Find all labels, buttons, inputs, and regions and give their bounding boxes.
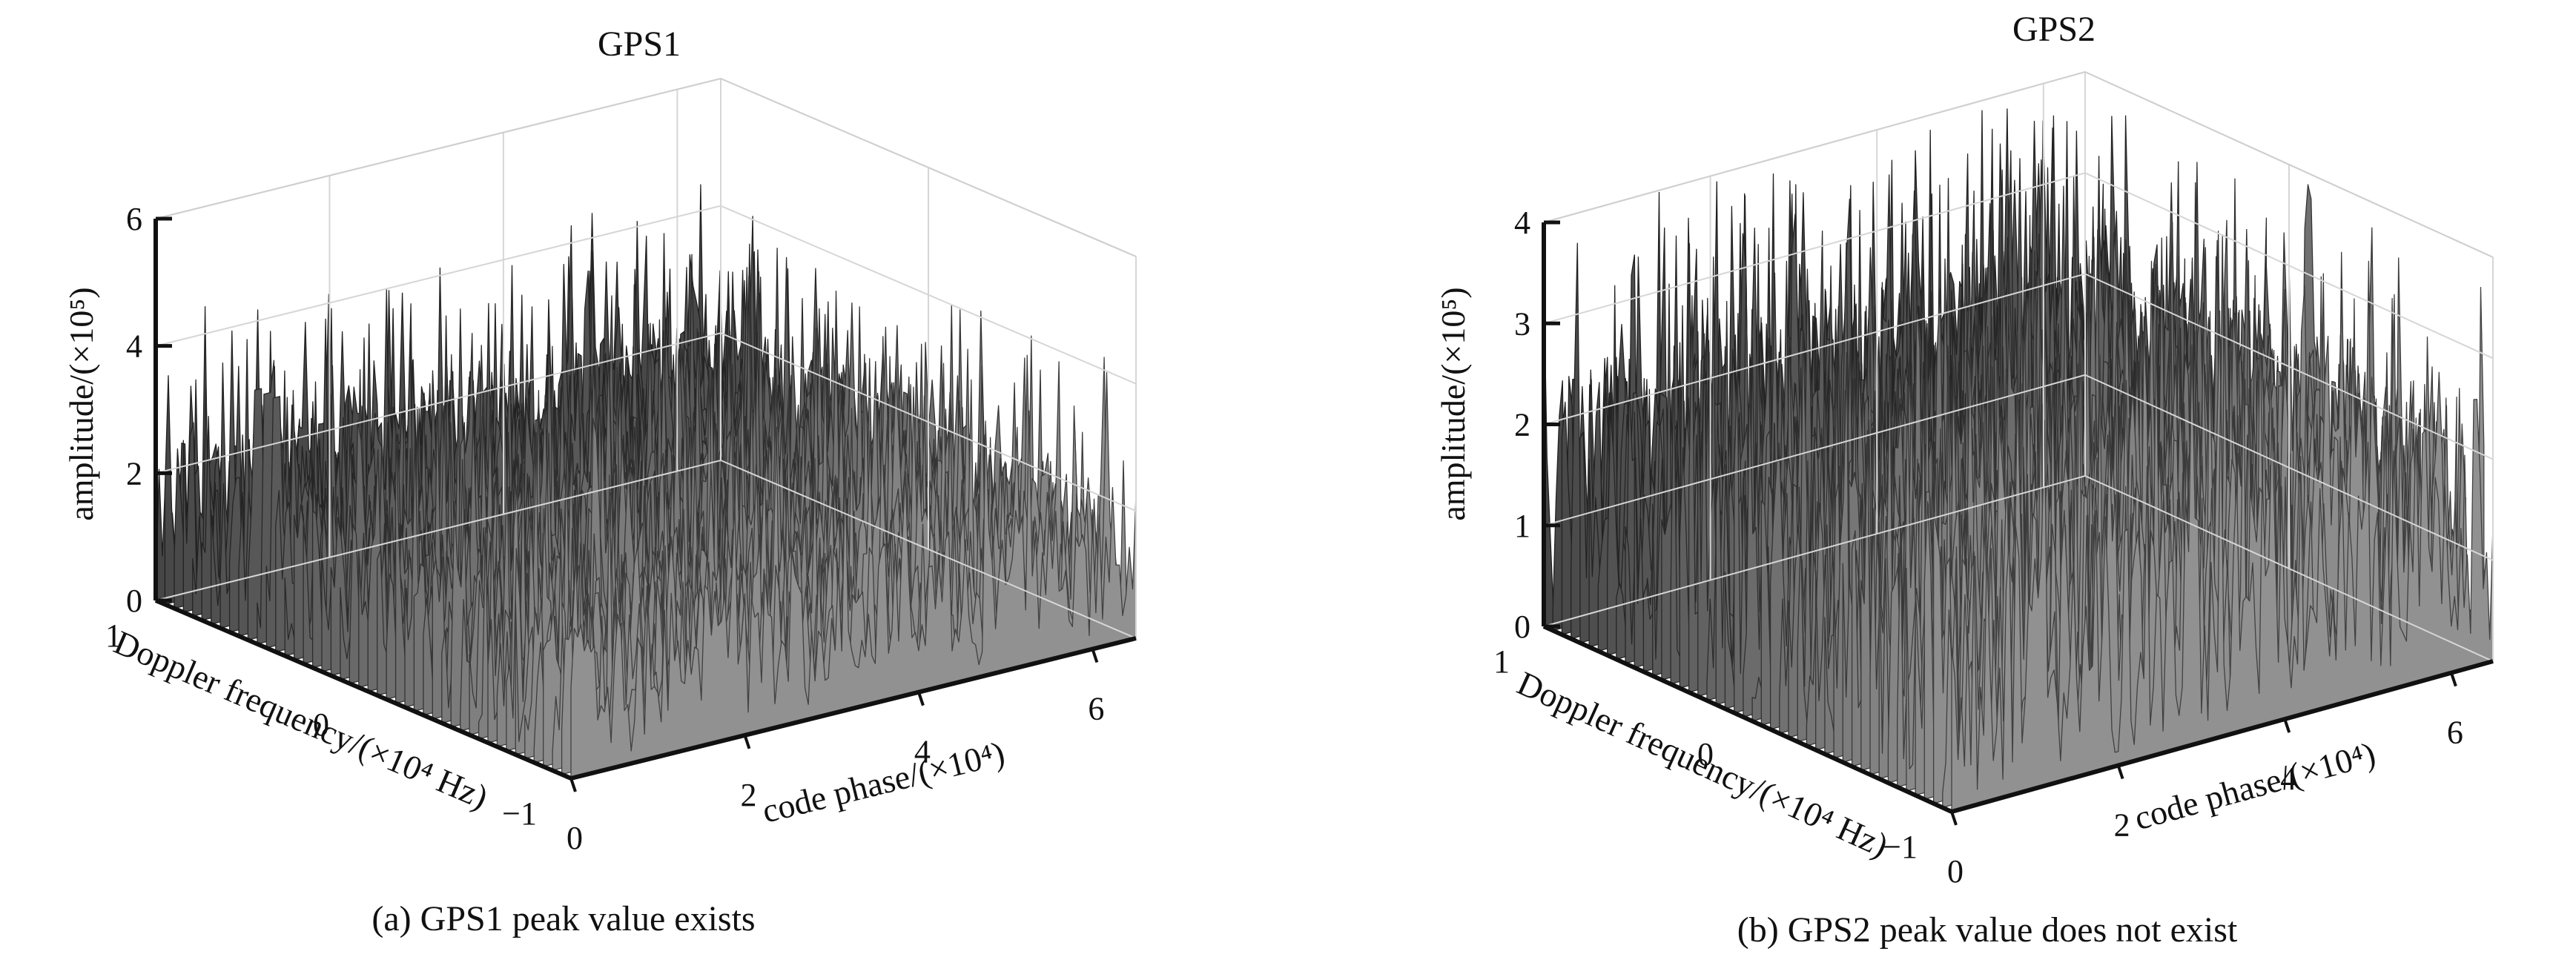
z-tick-label: 4	[126, 328, 142, 365]
gridline	[155, 77, 1137, 257]
surface-gps2	[1543, 108, 2494, 812]
surface-ridge	[570, 410, 1137, 779]
x-tick	[917, 692, 925, 706]
x-tick	[2449, 672, 2457, 687]
x-axis-line	[1951, 659, 2494, 814]
y-tick-label: 0	[313, 706, 329, 743]
z-axis-label-gps1: amplitude/(×10⁵)	[62, 287, 100, 520]
x-tick-label: 2	[740, 777, 756, 813]
x-tick	[1091, 648, 1099, 663]
x-tick-label: 6	[2447, 715, 2463, 751]
x-tick-label: 4	[2280, 761, 2296, 797]
chart-title-gps2: GPS2	[2012, 10, 2096, 49]
y-tick-label: 1	[1493, 643, 1510, 680]
x-tick	[569, 778, 577, 792]
y-tick-label: 0	[1697, 736, 1714, 772]
z-tick-label: 0	[126, 583, 142, 619]
z-tick-label: 1	[1514, 508, 1530, 544]
chart-title-gps1: GPS1	[598, 24, 681, 64]
x-tick	[2116, 764, 2124, 780]
x-tick-label: 6	[1088, 691, 1104, 727]
x-tick-label: 0	[567, 820, 583, 856]
x-tick	[743, 735, 751, 749]
x-tick-label: 4	[914, 734, 931, 770]
y-tick-label: −1	[1883, 829, 1918, 865]
z-tick-label: 2	[126, 455, 142, 491]
caption-gps1: (a) GPS1 peak value exists	[371, 899, 755, 938]
z-tick-label: 0	[1514, 609, 1530, 645]
box-edge	[155, 77, 1137, 257]
x-axis-label-gps1: code phase/(×10⁴)	[759, 734, 1008, 830]
z-tick-label: 4	[1514, 205, 1530, 241]
surface-ridge	[1951, 344, 2494, 812]
y-tick-label: −1	[502, 795, 537, 832]
z-axis-label-gps2: amplitude/(×10⁵)	[1434, 287, 1472, 520]
x-tick	[1950, 811, 1958, 826]
z-tick-label: 6	[126, 201, 142, 237]
x-tick-label: 0	[1947, 853, 1964, 890]
x-axis-line	[570, 636, 1137, 781]
y-axis-line	[1542, 624, 1953, 814]
y-tick-label: 1	[105, 617, 122, 654]
y-axis-line	[154, 598, 572, 781]
z-tick-label: 2	[1514, 407, 1530, 443]
x-tick-label: 2	[2114, 807, 2130, 844]
box-edge	[1543, 70, 2494, 258]
surface-gps1	[155, 184, 1137, 779]
x-tick	[2283, 718, 2291, 733]
caption-gps2: (b) GPS2 peak value does not exist	[1737, 910, 2238, 950]
z-tick-label: 3	[1514, 305, 1530, 342]
